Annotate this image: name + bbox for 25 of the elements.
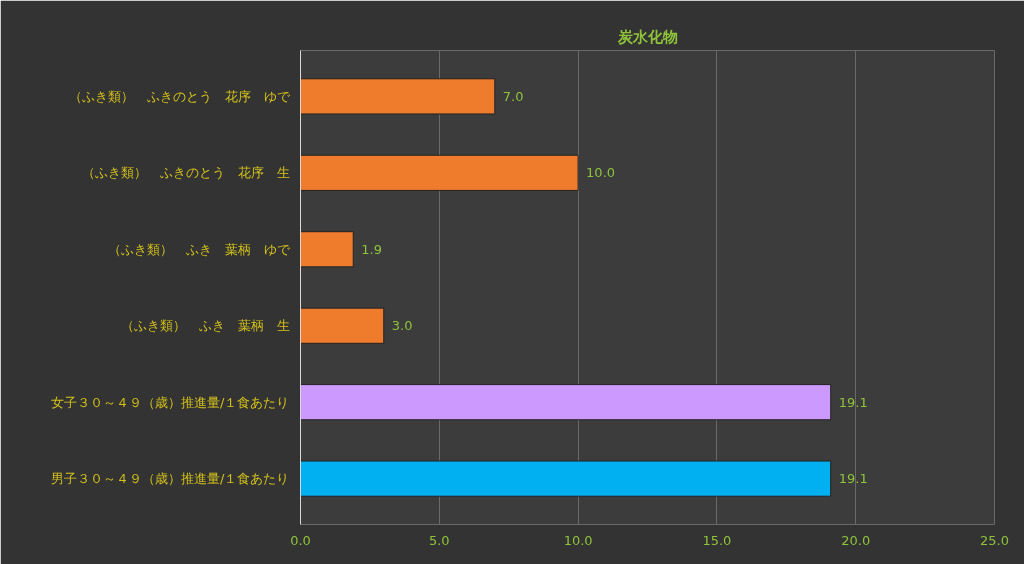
y-tick-label: （ふき類） ふきのとう 花序 ゆで	[68, 88, 291, 104]
data-label: 7.0	[502, 88, 524, 104]
bar	[300, 231, 354, 268]
x-tick-label: 0.0	[290, 532, 311, 548]
bar	[300, 460, 832, 497]
x-tick-label: 15.0	[702, 532, 732, 548]
data-label: 1.9	[361, 241, 382, 257]
data-label: 3.0	[391, 318, 413, 334]
x-tick-label: 5.0	[428, 532, 450, 548]
chart-title: 炭水化物	[616, 27, 678, 46]
x-tick-label: 10.0	[563, 532, 593, 548]
data-label: 19.1	[838, 394, 868, 410]
bar	[300, 154, 579, 191]
y-tick-label: （ふき類） ふきのとう 花序 生	[81, 165, 290, 181]
bar	[300, 307, 385, 344]
bar	[300, 384, 832, 421]
data-label: 19.1	[838, 471, 868, 487]
y-tick-label: 女子３０～４９（歳）推進量/１食あたり	[51, 394, 290, 410]
bar	[300, 78, 496, 115]
x-tick-label: 20.0	[841, 532, 871, 548]
x-tick-label: 25.0	[980, 532, 1009, 548]
y-tick-label: （ふき類） ふき 葉柄 ゆで	[107, 241, 291, 257]
y-tick-label: （ふき類） ふき 葉柄 生	[120, 318, 290, 334]
y-tick-label: 男子３０～４９（歳）推進量/１食あたり	[51, 471, 290, 487]
data-label: 10.0	[586, 165, 616, 181]
